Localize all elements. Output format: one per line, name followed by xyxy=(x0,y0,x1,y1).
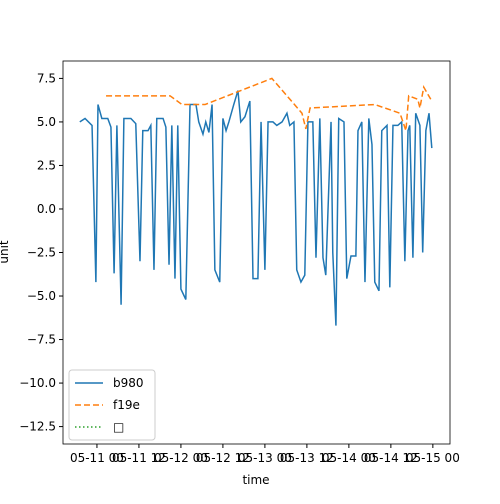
legend-label: b980 xyxy=(113,376,144,390)
y-tick-label: −5.0 xyxy=(27,289,56,303)
x-tick-label: 05-13 00 xyxy=(238,451,292,465)
y-tick-label: −10.0 xyxy=(19,376,56,390)
series-line xyxy=(79,90,433,326)
x-tick-label: 05-14 00 xyxy=(322,451,376,465)
x-tick-label: 05-12 00 xyxy=(154,451,208,465)
series-line xyxy=(106,77,432,131)
x-tick-label: 05-11 00 xyxy=(70,451,124,465)
plot-frame xyxy=(62,60,451,445)
y-tick-label: 7.5 xyxy=(37,71,56,85)
y-tick-label: 5.0 xyxy=(37,115,56,129)
y-tick-label: 0.0 xyxy=(37,202,56,216)
x-tick-label: 05-11 12 xyxy=(112,451,166,465)
x-tick-label: 05-13 12 xyxy=(280,451,334,465)
x-tick-label: 05-12 12 xyxy=(196,451,250,465)
legend-label: f19e xyxy=(113,398,140,412)
legend-label: □ xyxy=(113,420,124,434)
x-tick-label: 05-15 00 xyxy=(406,451,460,465)
x-tick-label: 05-14 12 xyxy=(364,451,418,465)
y-tick-label: −7.5 xyxy=(27,333,56,347)
y-tick-label: −2.5 xyxy=(27,246,56,260)
y-tick-label: 2.5 xyxy=(37,158,56,172)
y-axis-label: unit xyxy=(0,240,11,264)
x-axis-label: time xyxy=(242,473,269,487)
y-tick-label: −12.5 xyxy=(19,420,56,434)
legend-box xyxy=(68,369,156,441)
